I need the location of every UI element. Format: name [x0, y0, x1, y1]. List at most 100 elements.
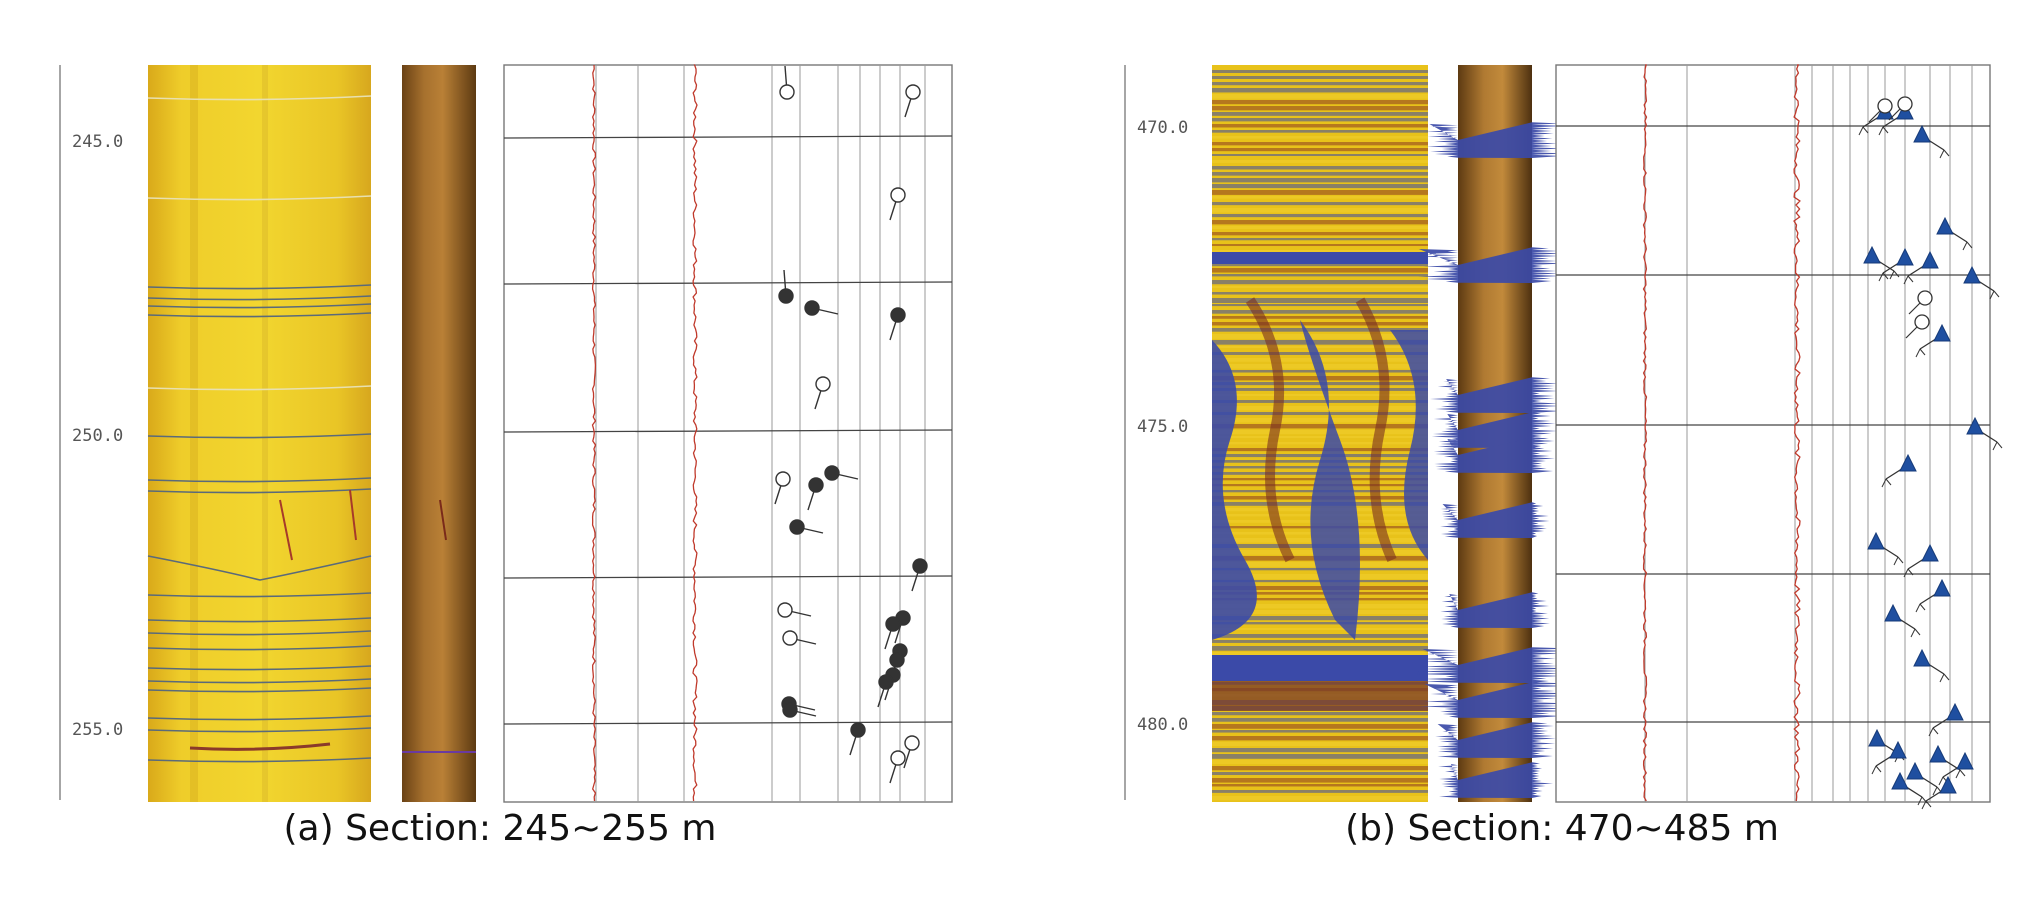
bedding-line: [147, 433, 372, 439]
image-stripe: [1212, 352, 1428, 355]
tadpole-marker: [778, 269, 794, 304]
image-stripe: [1212, 340, 1428, 345]
image-stripe: [1212, 634, 1428, 638]
tadpole-marker: [1903, 543, 1939, 578]
image-stripe: [1212, 322, 1428, 326]
image-stripe: [1212, 202, 1428, 206]
panel-a: 245.0 250.0 255.0: [59, 64, 953, 803]
image-stripe: [1212, 112, 1428, 116]
image-stripe: [1212, 130, 1428, 133]
fracture-spike: [1417, 247, 1566, 283]
bedding-line: [147, 665, 372, 671]
bedding-line: [147, 645, 372, 651]
tadpole-marker: [1915, 323, 1951, 358]
image-stripe: [1212, 454, 1428, 458]
tadpole-marker: [849, 722, 866, 756]
image-stripe: [1212, 436, 1428, 439]
image-stripe: [1212, 118, 1428, 122]
image-stripe: [1212, 754, 1428, 759]
image-stripe: [1212, 442, 1428, 445]
image-stripe: [1212, 430, 1428, 435]
tadpole-marker: [889, 307, 906, 341]
image-stripe: [1212, 94, 1428, 99]
image-stripe: [1212, 748, 1428, 753]
tadpole-marker: [774, 471, 791, 505]
image-stripe: [1212, 400, 1428, 403]
image-stripe: [1212, 286, 1428, 289]
image-stripe: [1212, 724, 1428, 729]
image-stripe: [1212, 712, 1428, 716]
depth-line: [503, 135, 953, 139]
panel-b-caption: (b) Section: 470~485 m: [1345, 808, 1779, 849]
image-stripe: [1212, 292, 1428, 295]
image-stripe: [1212, 172, 1428, 176]
tadpole-marker: [1867, 531, 1904, 566]
image-stripe: [1212, 418, 1428, 423]
depth-label: 480.0: [1137, 715, 1188, 735]
image-stripe: [1212, 184, 1428, 189]
image-stripe: [1212, 736, 1428, 741]
tadpole-marker: [1878, 247, 1914, 282]
bedding-line: [147, 617, 372, 623]
bedding-line: [147, 195, 372, 201]
image-stripe: [1212, 70, 1428, 73]
tadpole-marker: [1863, 245, 1900, 280]
image-stripe: [1212, 178, 1428, 183]
image-stripe: [1212, 268, 1428, 273]
bedding-line: [147, 312, 372, 318]
tadpole-marker: [782, 630, 817, 646]
image-stripe: [1212, 244, 1428, 247]
tadpole-marker: [1963, 265, 2000, 300]
depth-line: [503, 281, 953, 285]
tadpole-marker: [1903, 250, 1939, 285]
tadpole-marker: [877, 674, 894, 708]
bedding-line: [147, 477, 372, 483]
fracture-spike: [1440, 502, 1550, 538]
bedding-line: [147, 303, 372, 309]
tadpole-marker: [1921, 775, 1957, 810]
depth-line: [503, 575, 953, 579]
tadpole-marker: [804, 300, 839, 316]
image-stripe: [1212, 76, 1428, 79]
fracture-spike: [1440, 592, 1550, 628]
tadpole-marker: [1906, 761, 1943, 796]
image-stripe: [1212, 304, 1428, 307]
depth-label: 475.0: [1137, 417, 1188, 437]
tadpole-marker: [1871, 740, 1907, 775]
depth-label: 255.0: [72, 720, 123, 740]
image-stripe: [1212, 640, 1428, 643]
tadpole-marker: [1936, 216, 1973, 251]
virtual-core-log: [402, 65, 476, 802]
curve-and-tadpole-track: [503, 64, 953, 803]
acoustic-image-log: [1212, 65, 1428, 802]
image-stripe: [1212, 280, 1428, 285]
fracture-spike: [1433, 437, 1555, 473]
tadpole-marker: [1891, 771, 1928, 806]
image-stripe: [1212, 214, 1428, 218]
tadpole-marker: [884, 616, 901, 650]
image-stripe: [1212, 208, 1428, 213]
fracture-spike: [1438, 762, 1554, 798]
image-stripe: [1212, 742, 1428, 747]
image-stripe: [1212, 274, 1428, 277]
image-stripe: [1212, 82, 1428, 86]
image-stripe: [1212, 790, 1428, 793]
image-stripe: [1212, 346, 1428, 349]
tadpole-marker: [1908, 290, 1933, 315]
tadpole-marker: [1868, 98, 1893, 123]
log-curve-trace: [692, 64, 698, 802]
tadpole-marker: [814, 376, 831, 410]
depth-line: [503, 721, 953, 725]
image-stripe: [1212, 448, 1428, 452]
curve-and-tadpole-track: [1555, 64, 2003, 810]
image-stripe: [1212, 334, 1428, 339]
image-stripe: [1212, 628, 1428, 631]
image-stripe: [1212, 316, 1428, 319]
bedding-line: [147, 488, 372, 494]
image-stripe: [1212, 412, 1428, 416]
tadpole-marker: [903, 735, 920, 769]
bedding-line: [147, 592, 372, 598]
image-stripe: [1212, 598, 1428, 601]
acoustic-image-log: [147, 65, 372, 802]
